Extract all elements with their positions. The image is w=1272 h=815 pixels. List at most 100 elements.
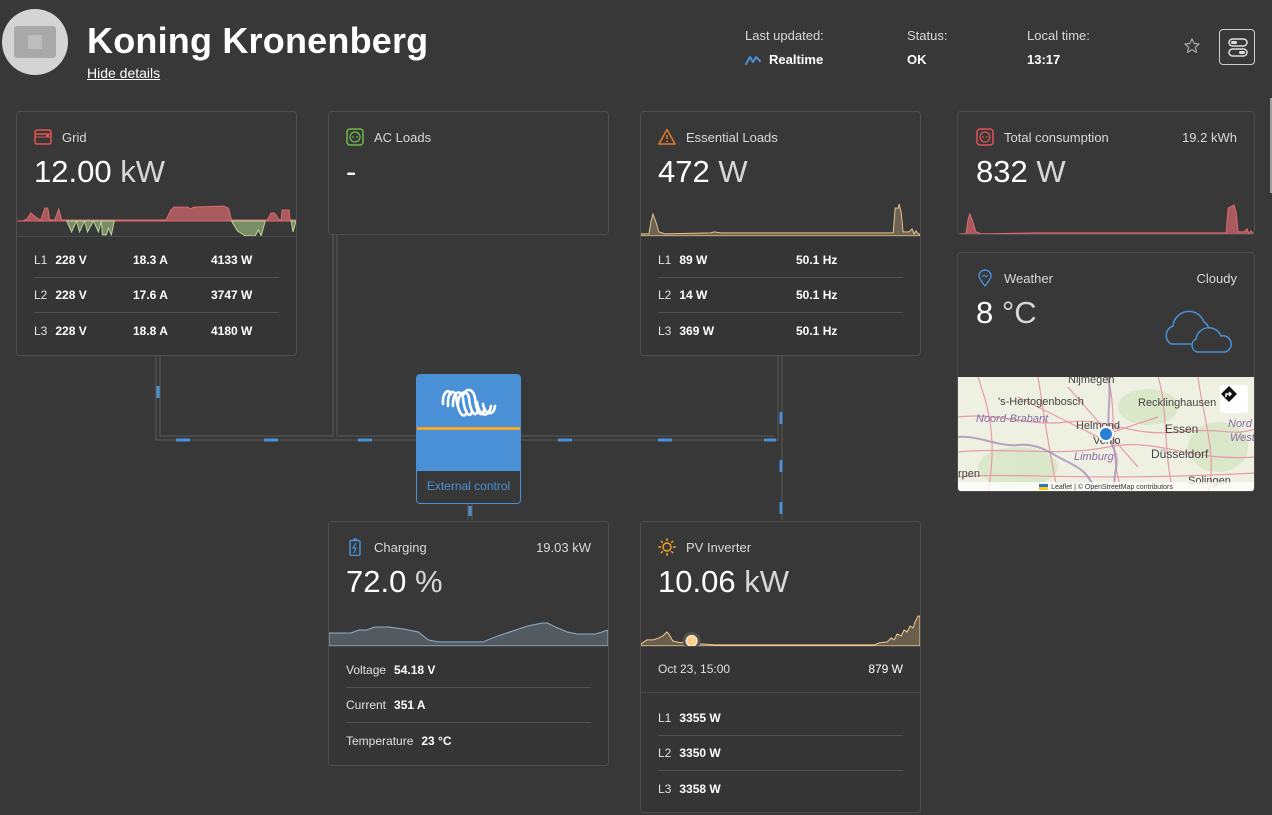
temperature-value: 8 (976, 295, 994, 330)
last-updated-label: Last updated: (745, 28, 824, 43)
phase-voltage: 228 V (55, 253, 87, 267)
battery-power: 19.03 kW (536, 539, 591, 555)
header: Koning Kronenberg Hide details Last upda… (0, 0, 1272, 95)
sun-icon (658, 538, 676, 556)
total-consumption-sparkline (958, 204, 1254, 234)
weather-condition: Cloudy (1196, 270, 1237, 286)
directions-icon (1221, 386, 1237, 402)
map-label: Nijmegen (1068, 377, 1115, 386)
total-consumption-title: Total consumption (1004, 129, 1109, 145)
pv-unit: kW (744, 564, 789, 599)
temperature-unit: °C (1001, 295, 1037, 330)
phase-label: L2 (658, 746, 672, 760)
phase-frequency: 50.1 Hz (796, 288, 838, 302)
weather-title: Weather (1004, 270, 1053, 286)
cloudy-icon (1165, 310, 1232, 353)
battery-charging-icon (346, 538, 364, 556)
essential-unit: W (718, 154, 748, 189)
map-label: Essen (1165, 422, 1199, 436)
phase-power: 4133 W (211, 253, 253, 267)
scrollbar[interactable] (1270, 98, 1272, 193)
tooltip-time: Oct 23, 15:00 (658, 662, 731, 676)
pv-phase-row: L3 3358 W (658, 771, 903, 806)
directions-button[interactable] (1220, 385, 1248, 413)
phase-current: 17.6 A (133, 288, 168, 302)
total-consumption-value: 832 W (976, 154, 1066, 190)
phase-label: L3 (658, 781, 672, 796)
detail-value: 351 A (394, 698, 426, 712)
map-label: Noord-Brabant (976, 413, 1049, 425)
tooltip-value: 879 W (868, 662, 903, 676)
map-attribution[interactable]: Leaflet | © OpenStreetMap contributors (958, 482, 1254, 491)
pv-inverter-card[interactable]: PV Inverter 10.06 kW Oct 23, 15:00 879 W… (640, 521, 921, 813)
toggle-switches-icon (1228, 38, 1248, 57)
map-label: West (1230, 432, 1254, 444)
grid-phase-row: L2 228 V 17.6 A 3747 W (34, 278, 279, 313)
socket-icon (976, 128, 994, 146)
detail-label: Current (346, 698, 387, 712)
ac-loads-title: AC Loads (374, 129, 432, 145)
victron-logo-icon (441, 388, 497, 417)
local-time-label: Local time: (1027, 28, 1090, 43)
ac-loads-value: - (346, 154, 357, 189)
detail-value: 54.18 V (394, 663, 436, 677)
socket-icon (346, 128, 364, 146)
detail-value: 23 °C (421, 733, 452, 748)
grid-sparkline (17, 205, 296, 236)
battery-detail-row: Temperature 23 °C (346, 723, 591, 758)
grid-card[interactable]: Grid 12.00 kW L1 228 V 18.3 A 4133 W L2 … (16, 111, 297, 356)
phase-label: L2 (658, 288, 672, 302)
weather-temperature: 8 °C (976, 295, 1037, 331)
phase-label: L2 (34, 288, 48, 302)
weather-card[interactable]: Weather Cloudy 8 °C (957, 252, 1255, 492)
map-label: Limburg (1074, 451, 1114, 463)
last-updated-value: Realtime (769, 52, 824, 67)
grid-phase-row: L1 228 V 18.3 A 4133 W (34, 243, 279, 278)
phase-label: L1 (658, 711, 672, 725)
phase-current: 18.8 A (133, 323, 168, 338)
pv-tooltip-row: Oct 23, 15:00 879 W (658, 647, 903, 691)
phase-label: L3 (34, 323, 48, 338)
favorite-star-icon[interactable] (1183, 37, 1201, 55)
pv-hover-point (685, 634, 698, 646)
total-power: 832 (976, 154, 1028, 189)
pv-phase-row: L2 3350 W (658, 736, 903, 771)
essential-loads-card[interactable]: Essential Loads 472 W L1 89 W 50.1 Hz L2… (640, 111, 921, 356)
pv-inverter-value: 10.06 kW (658, 564, 789, 600)
total-unit: W (1036, 154, 1066, 189)
status-label: Status: (907, 28, 948, 43)
essential-power: 472 (658, 154, 710, 189)
battery-detail-row: Current 351 A (346, 688, 591, 723)
detail-label: Voltage (346, 663, 387, 677)
grid-value: 12.00 kW (34, 154, 165, 190)
essential-phase-row: L2 14 W 50.1 Hz (658, 278, 903, 313)
map-label: Nord (1228, 418, 1252, 430)
battery-soc: 72.0 % (346, 564, 443, 600)
battery-soc-sparkline (329, 622, 608, 646)
pv-power: 10.06 (658, 564, 736, 599)
total-consumption-card[interactable]: Total consumption 19.2 kWh 832 W (957, 111, 1255, 235)
map-label: Recklinghausen (1138, 397, 1217, 409)
map-label: Düsseldorf (1151, 447, 1209, 461)
phase-power: 4180 W (211, 323, 253, 338)
location-marker[interactable] (1098, 426, 1114, 442)
inverter-block[interactable]: External control (416, 374, 521, 504)
ac-loads-card[interactable]: AC Loads - (328, 111, 609, 235)
total-consumption-energy: 19.2 kWh (1182, 129, 1237, 145)
phase-power: 3747 W (211, 288, 253, 302)
essential-phase-row: L1 89 W 50.1 Hz (658, 243, 903, 278)
grid-title: Grid (62, 129, 87, 145)
grid-unit: kW (120, 154, 165, 189)
site-avatar (2, 9, 68, 75)
hide-details-link[interactable]: Hide details (87, 65, 161, 81)
site-title: Koning Kronenberg (87, 20, 429, 61)
battery-card[interactable]: Charging 19.03 kW 72.0 % Voltage 54.18 V… (328, 521, 609, 766)
phase-power: 3350 W (679, 746, 721, 760)
soc-unit: % (414, 564, 443, 599)
phase-frequency: 50.1 Hz (796, 253, 838, 267)
location-map[interactable]: Nijmegen 's-Hertogenbosch Recklinghausen… (958, 377, 1254, 491)
view-toggle-button[interactable] (1219, 29, 1255, 65)
status: Status: OK (907, 28, 947, 67)
battery-detail-row: Voltage 54.18 V (346, 653, 591, 688)
essential-loads-title: Essential Loads (686, 129, 778, 145)
